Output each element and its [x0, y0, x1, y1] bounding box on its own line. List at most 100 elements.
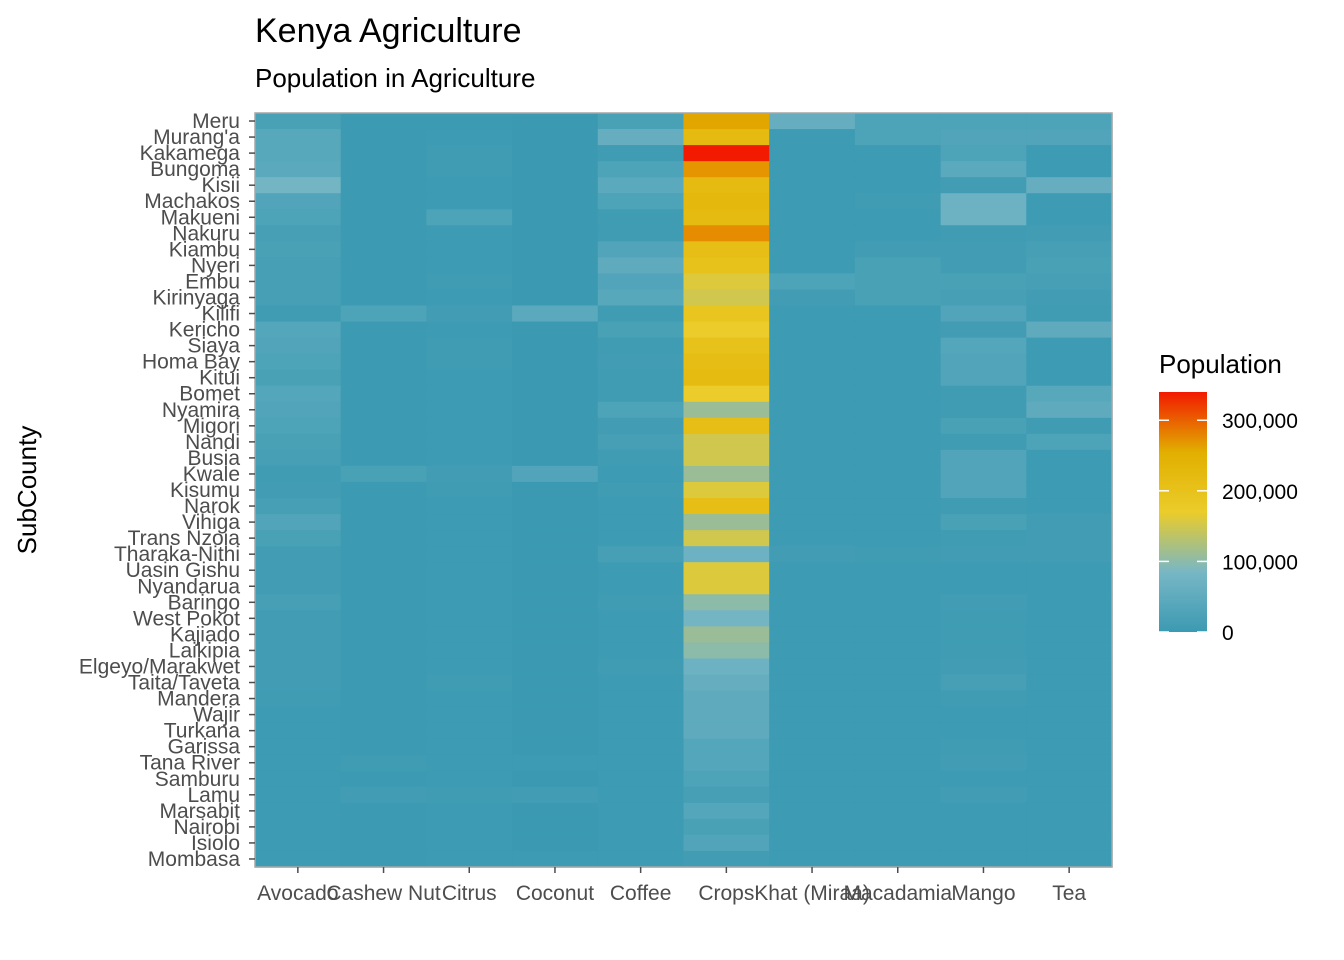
heatmap-cell: [512, 530, 599, 547]
heatmap-cell: [683, 626, 770, 643]
heatmap-cell: [255, 305, 342, 323]
heatmap-cell: [512, 193, 599, 210]
y-tick-label: Bomet: [179, 383, 240, 406]
heatmap-cell: [597, 578, 685, 595]
heatmap-cell: [597, 433, 685, 451]
y-tick-label: Garissa: [168, 736, 241, 759]
heatmap-cell: [1026, 562, 1113, 579]
heatmap-cell: [854, 610, 942, 627]
heatmap-cell: [597, 289, 685, 307]
heatmap-cell: [340, 193, 427, 210]
heatmap-cell: [512, 562, 599, 579]
heatmap-cell: [683, 722, 770, 740]
heatmap-cell: [340, 177, 427, 194]
heatmap-cell: [854, 145, 942, 162]
heatmap-cell: [340, 530, 427, 547]
heatmap-cell: [683, 674, 770, 692]
heatmap-cell: [426, 818, 513, 836]
heatmap-cell: [597, 369, 685, 387]
heatmap-cell: [683, 433, 770, 451]
heatmap-cell: [597, 770, 685, 788]
y-axis-title: SubCounty: [12, 426, 42, 555]
heatmap-cell: [854, 305, 942, 323]
heatmap-cell: [597, 385, 685, 403]
heatmap-cell: [683, 113, 770, 130]
heatmap-cell: [597, 674, 685, 692]
heatmap-cell: [683, 481, 770, 499]
heatmap-cell: [854, 754, 942, 772]
heatmap-cell: [340, 433, 427, 451]
heatmap-cell: [597, 690, 685, 708]
y-tick-label: Meru: [192, 110, 240, 133]
heatmap-cell: [854, 594, 942, 611]
heatmap-cell: [854, 834, 942, 852]
y-tick-label: Kilifi: [201, 303, 240, 326]
heatmap-cell: [426, 594, 513, 611]
heatmap-cell: [1026, 449, 1113, 467]
y-tick-label: Murang'a: [153, 126, 240, 149]
heatmap-cell: [597, 481, 685, 499]
heatmap-cell: [940, 337, 1027, 355]
heatmap-cell: [512, 225, 599, 242]
heatmap-cell: [854, 337, 942, 355]
heatmap-cell: [683, 257, 770, 275]
heatmap-cell: [255, 241, 342, 258]
y-tick-label: Wajir: [193, 704, 240, 727]
heatmap-cell: [683, 465, 770, 483]
heatmap-cell: [769, 369, 856, 387]
y-tick-label: Kakamega: [140, 142, 241, 165]
heatmap-cell: [854, 225, 942, 242]
heatmap-cell: [769, 530, 856, 547]
heatmap-cell: [426, 546, 513, 563]
heatmap-cell: [255, 610, 342, 627]
heatmap-cell: [255, 353, 342, 371]
heatmap-cell: [683, 706, 770, 724]
heatmap-cell: [1026, 530, 1113, 547]
heatmap-cell: [854, 562, 942, 579]
heatmap-cell: [597, 417, 685, 435]
heatmap-cell: [426, 802, 513, 820]
heatmap-cell: [255, 193, 342, 210]
heatmap-cell: [683, 417, 770, 435]
y-tick-label: Kericho: [169, 319, 240, 342]
heatmap-cell: [1026, 626, 1113, 643]
heatmap-cell: [597, 610, 685, 627]
x-tick-label: Citrus: [442, 882, 497, 905]
heatmap-cell: [426, 161, 513, 178]
heatmap-cell: [426, 369, 513, 387]
heatmap-cell: [512, 802, 599, 820]
heatmap-cell: [426, 273, 513, 291]
heatmap-cell: [683, 401, 770, 419]
heatmap-cell: [597, 626, 685, 643]
heatmap-cell: [340, 498, 427, 515]
heatmap-cell: [340, 834, 427, 852]
heatmap-cell: [940, 626, 1027, 643]
heatmap-cell: [1026, 433, 1113, 451]
heatmap-cell: [340, 257, 427, 275]
heatmap-cell: [597, 225, 685, 242]
heatmap-cell: [597, 594, 685, 611]
heatmap-cell: [769, 850, 856, 868]
y-tick-label: Makueni: [161, 206, 240, 229]
heatmap-cell: [940, 273, 1027, 291]
heatmap-cell: [426, 626, 513, 643]
y-tick-label: Kiambu: [169, 238, 240, 261]
heatmap-cell: [1026, 145, 1113, 162]
heatmap-cell: [769, 834, 856, 852]
heatmap-cell: [1026, 722, 1113, 740]
heatmap-cell: [512, 417, 599, 435]
heatmap-cell: [340, 802, 427, 820]
heatmap-cell: [512, 113, 599, 130]
heatmap-cell: [940, 417, 1027, 435]
heatmap-cell: [940, 706, 1027, 724]
heatmap-cell: [854, 498, 942, 515]
y-tick-label: Uasin Gishu: [126, 559, 240, 582]
heatmap-cell: [426, 690, 513, 708]
heatmap-cell: [255, 321, 342, 339]
heatmap-cell: [512, 385, 599, 403]
heatmap-cell: [769, 642, 856, 660]
heatmap-cell: [940, 193, 1027, 210]
heatmap-cell: [597, 465, 685, 483]
heatmap-cell: [1026, 305, 1113, 323]
